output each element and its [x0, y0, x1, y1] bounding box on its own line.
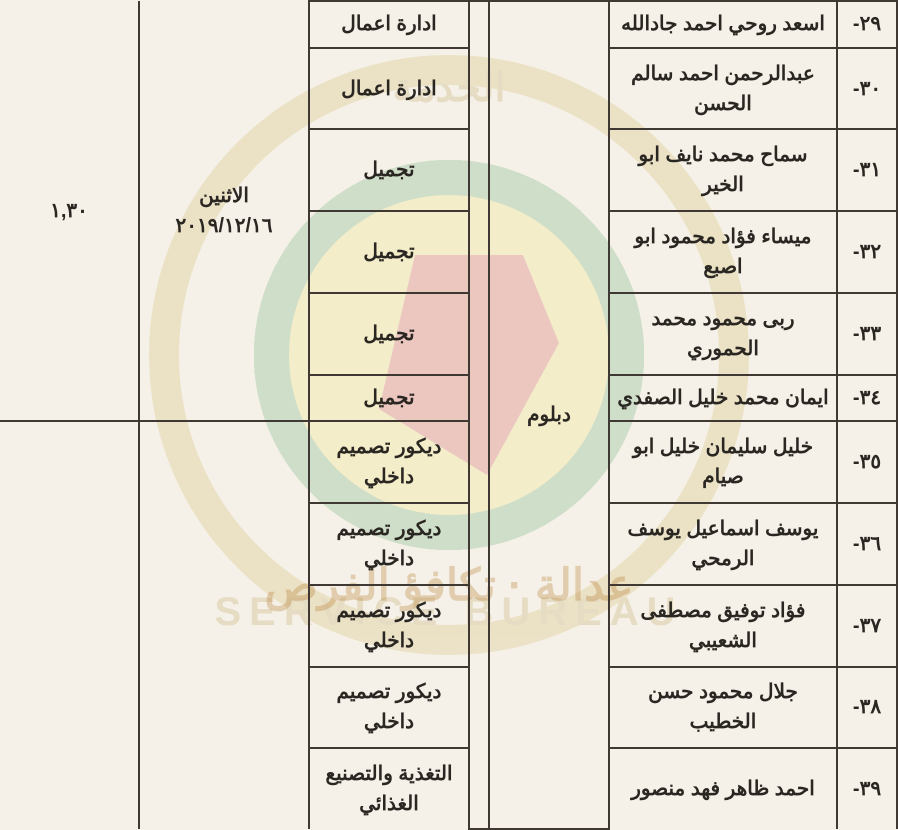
specialization: ديكور تصميم داخلي	[309, 585, 469, 667]
specialization: ادارة اعمال	[309, 48, 469, 130]
specialization: تجميل	[309, 211, 469, 293]
row-number: -٣٦	[837, 503, 897, 585]
day-cell: الاثنين ٢٠١٩/١٢/١٦	[139, 1, 309, 421]
candidate-name: يوسف اسماعيل يوسف الرمحي	[609, 503, 837, 585]
candidates-table: -٢٩ اسعد روحي احمد جادالله دبلوم ادارة ا…	[0, 0, 898, 830]
row-number: -٣٤	[837, 375, 897, 422]
candidate-name: ايمان محمد خليل الصفدي	[609, 375, 837, 422]
time-cell: ١,٣٠	[0, 1, 139, 421]
row-number: -٣٠	[837, 48, 897, 130]
specialization: تجميل	[309, 375, 469, 422]
row-number: -٣٨	[837, 667, 897, 749]
candidate-name: خليل سليمان خليل ابو صيام	[609, 421, 837, 503]
day-cell-lower	[139, 421, 309, 829]
specialization: التغذية والتصنيع الغذائي	[309, 748, 469, 829]
candidate-name: ربى محمود محمد الحموري	[609, 293, 837, 375]
date-label: ٢٠١٩/١٢/١٦	[175, 215, 272, 237]
row-number: -٣٩	[837, 748, 897, 829]
row-number: -٢٩	[837, 1, 897, 48]
specialization: ديكور تصميم داخلي	[309, 667, 469, 749]
row-number: -٣٥	[837, 421, 897, 503]
row-number: -٣٣	[837, 293, 897, 375]
specialization: ديكور تصميم داخلي	[309, 421, 469, 503]
candidate-name: اسعد روحي احمد جادالله	[609, 1, 837, 48]
candidate-name: سماح محمد نايف ابو الخير	[609, 129, 837, 211]
candidate-name: فؤاد توفيق مصطفى الشعيبي	[609, 585, 837, 667]
row-number: -٣٧	[837, 585, 897, 667]
specialization: ديكور تصميم داخلي	[309, 503, 469, 585]
candidate-name: ميساء فؤاد محمود ابو اصبع	[609, 211, 837, 293]
degree-cell: دبلوم	[489, 1, 609, 829]
candidate-name: احمد ظاهر فهد منصور	[609, 748, 837, 829]
candidate-name: جلال محمود حسن الخطيب	[609, 667, 837, 749]
time-cell-lower	[0, 421, 139, 829]
specialization: تجميل	[309, 129, 469, 211]
table-row: -٣٥ خليل سليمان خليل ابو صيام ديكور تصمي…	[0, 421, 897, 503]
specialization: تجميل	[309, 293, 469, 375]
day-label: الاثنين	[199, 185, 249, 207]
candidate-name: عبدالرحمن احمد سالم الحسن	[609, 48, 837, 130]
table-row: -٢٩ اسعد روحي احمد جادالله دبلوم ادارة ا…	[0, 1, 897, 48]
row-number: -٣١	[837, 129, 897, 211]
specialization: ادارة اعمال	[309, 1, 469, 48]
row-number: -٣٢	[837, 211, 897, 293]
degree-gap	[469, 1, 489, 829]
